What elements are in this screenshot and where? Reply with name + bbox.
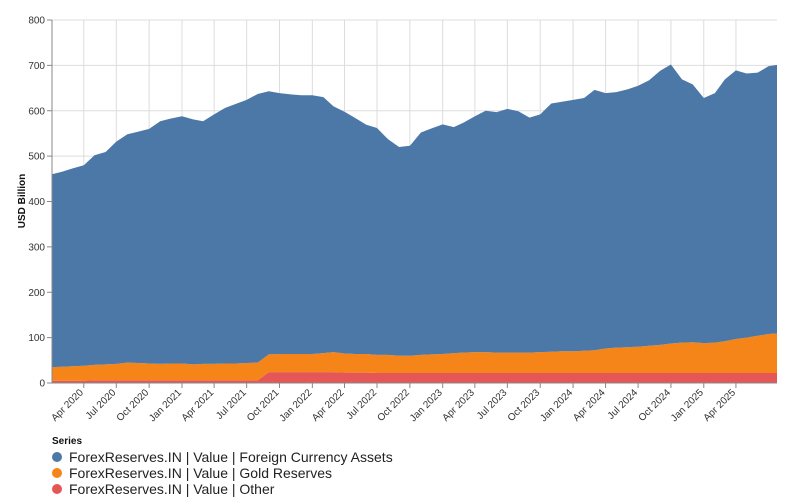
x-tick-label: Jan 2024 bbox=[538, 387, 575, 424]
legend-label-gold-reserves: ForexReserves.IN | Value | Gold Reserves bbox=[69, 465, 332, 481]
x-tick-label: Jan 2021 bbox=[147, 387, 184, 424]
y-tick-label: 800 bbox=[28, 16, 45, 27]
x-tick-label: Apr 2024 bbox=[571, 387, 608, 424]
y-tick-label: 700 bbox=[28, 61, 45, 72]
legend-title: Series bbox=[52, 436, 83, 447]
x-tick-label: Oct 2024 bbox=[637, 387, 674, 424]
area-gold-reserves bbox=[52, 333, 777, 381]
x-tick-label: Oct 2021 bbox=[245, 387, 282, 424]
legend-item-foreign-currency-assets: ForexReserves.IN | Value | Foreign Curre… bbox=[52, 449, 393, 465]
legend-swatch-foreign-currency-assets bbox=[52, 452, 62, 462]
area-other bbox=[52, 372, 777, 383]
x-tick-label: Oct 2023 bbox=[506, 387, 543, 424]
x-tick-label: Jul 2023 bbox=[475, 387, 510, 422]
x-tick-label: Oct 2020 bbox=[115, 387, 152, 424]
x-tick-label: Jul 2020 bbox=[84, 387, 119, 422]
legend-item-other: ForexReserves.IN | Value | Other bbox=[52, 481, 393, 497]
y-tick-label: 200 bbox=[28, 288, 45, 299]
x-tick-label: Jan 2025 bbox=[669, 387, 706, 424]
legend-swatch-gold-reserves bbox=[52, 468, 62, 478]
plot-areas bbox=[52, 64, 777, 383]
x-tick-label: Apr 2023 bbox=[440, 387, 477, 424]
legend: Series ForexReserves.IN | Value | Foreig… bbox=[52, 436, 393, 497]
legend-swatch-other bbox=[52, 484, 62, 494]
legend-label-foreign-currency-assets: ForexReserves.IN | Value | Foreign Curre… bbox=[69, 449, 393, 465]
legend-item-gold-reserves: ForexReserves.IN | Value | Gold Reserves bbox=[52, 465, 393, 481]
y-tick-label: 0 bbox=[39, 379, 45, 390]
y-tick-label: 100 bbox=[28, 333, 45, 344]
x-tick-label: Jan 2022 bbox=[278, 387, 315, 424]
area-foreign-currency-assets bbox=[52, 64, 777, 368]
y-tick-label: 500 bbox=[28, 152, 45, 163]
x-tick-label: Jan 2023 bbox=[408, 387, 445, 424]
y-tick-label: 300 bbox=[28, 242, 45, 253]
x-tick-label: Jul 2022 bbox=[345, 387, 380, 422]
y-axis-title: USD Billion bbox=[17, 174, 28, 228]
y-tick-label: 600 bbox=[28, 106, 45, 117]
x-tick-label: Apr 2021 bbox=[180, 387, 217, 424]
x-tick-label: Jul 2024 bbox=[606, 387, 641, 422]
x-tick-label: Oct 2022 bbox=[375, 387, 412, 424]
x-tick-label: Jul 2021 bbox=[214, 387, 249, 422]
y-tick-label: 400 bbox=[28, 197, 45, 208]
x-tick-label: Apr 2020 bbox=[49, 387, 86, 424]
legend-label-other: ForexReserves.IN | Value | Other bbox=[69, 481, 275, 497]
x-tick-label: Apr 2022 bbox=[310, 387, 347, 424]
x-tick-label: Apr 2025 bbox=[702, 387, 739, 424]
